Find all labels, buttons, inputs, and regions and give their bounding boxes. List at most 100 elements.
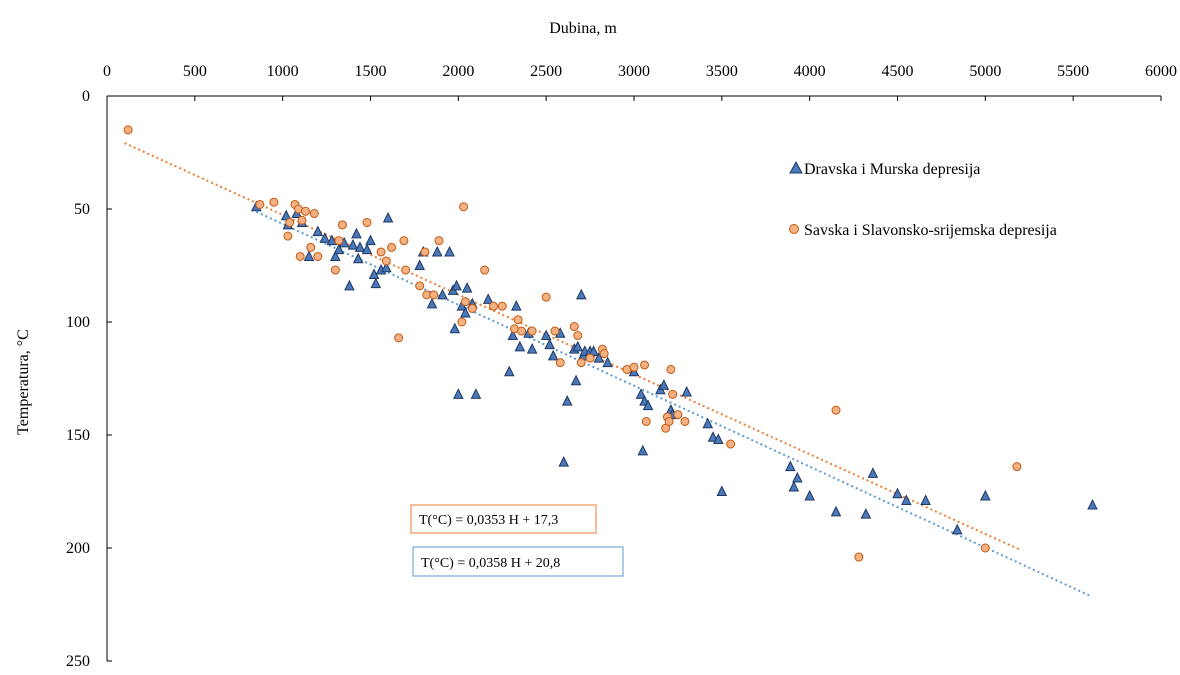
data-point-savska	[295, 251, 305, 261]
x-tick-label: 1000	[267, 63, 299, 80]
data-point-savska	[434, 236, 444, 246]
x-tick-label: 500	[183, 63, 207, 80]
data-point-dravska	[449, 322, 461, 334]
data-point-savska	[399, 236, 409, 246]
data-point-dravska	[804, 489, 815, 501]
data-point-savska	[569, 322, 579, 332]
data-point-dravska	[544, 338, 555, 350]
data-point-savska	[668, 389, 678, 399]
data-point-dravska	[503, 365, 515, 377]
data-point-dravska	[354, 241, 366, 252]
data-point-dravska	[572, 340, 584, 352]
data-point-savska	[415, 281, 425, 291]
y-tick-label: 250	[66, 653, 90, 670]
data-point-savska	[420, 247, 430, 257]
data-point-dravska	[602, 356, 613, 368]
y-tick-label: 50	[74, 201, 90, 218]
data-point-dravska	[361, 243, 373, 255]
legend: Dravska i Murska depresija Savska i Slav…	[789, 160, 1057, 239]
data-point-savska	[269, 197, 279, 207]
data-point-dravska	[867, 467, 879, 478]
data-point-dravska	[451, 279, 462, 291]
data-point-savska	[301, 206, 311, 216]
data-point-dravska	[437, 288, 448, 300]
data-point-dravska	[514, 340, 526, 352]
data-point-savska	[285, 218, 295, 228]
data-point-savska	[599, 349, 609, 359]
data-point-savska	[726, 439, 736, 449]
x-tick-label: 3500	[706, 63, 738, 80]
legend-label-savska: Savska i Slavonsko-srijemska depresija	[804, 222, 1057, 239]
data-point-dravska	[707, 431, 719, 442]
data-point-dravska	[785, 460, 796, 472]
data-point-savska	[401, 265, 411, 275]
data-point-savska	[550, 326, 560, 336]
data-point-savska	[460, 297, 470, 307]
x-tick-label: 6000	[1145, 63, 1177, 80]
data-point-savska	[334, 236, 344, 246]
data-point-savska	[394, 333, 404, 343]
data-point-dravska	[658, 379, 670, 390]
equation-savska: T(°C) = 0,0353 H + 17,3	[419, 513, 558, 528]
data-point-dravska	[635, 388, 647, 399]
data-point-savska	[585, 353, 595, 363]
x-axis-title: Dubina, m	[549, 20, 617, 37]
data-point-dravska	[330, 250, 341, 261]
equation-box-dravska: T(°C) = 0,0358 H + 20,8	[412, 546, 624, 577]
x-tick-label: 2500	[530, 63, 562, 80]
legend-label-dravska: Dravska i Murska depresija	[804, 161, 980, 178]
data-point-dravska	[365, 234, 376, 246]
data-point-dravska	[713, 433, 724, 445]
data-point-dravska	[426, 297, 438, 309]
data-point-dravska	[951, 523, 963, 535]
data-point-dravska	[792, 471, 803, 483]
data-point-dravska	[312, 225, 324, 237]
data-point-dravska	[444, 245, 455, 257]
axes-layer: 0 500 1000 1500 2000 2500 3000 3500 4000 4500 5000…	[66, 63, 1177, 670]
data-point-savska	[376, 247, 386, 257]
data-point-savska	[283, 231, 293, 241]
y-tick-label: 150	[66, 427, 90, 444]
data-point-dravska	[716, 485, 728, 496]
data-point-dravska	[333, 243, 345, 255]
data-point-savska	[527, 326, 537, 336]
x-tick-label: 5000	[969, 63, 1001, 80]
data-point-dravska	[482, 293, 494, 304]
y-tick-label: 200	[66, 540, 90, 557]
data-point-dravska	[637, 444, 649, 456]
data-point-dravska	[547, 349, 559, 361]
data-point-savska	[313, 251, 323, 261]
data-point-savska	[330, 265, 340, 275]
data-point-dravska	[453, 388, 464, 399]
data-point-savska	[664, 416, 674, 426]
data-point-savska	[457, 317, 467, 327]
data-point-dravska	[570, 374, 582, 386]
data-point-dravska	[370, 277, 382, 289]
data-point-dravska	[347, 239, 359, 250]
data-point-savska	[297, 215, 307, 225]
data-point-savska	[1012, 462, 1022, 472]
data-point-dravska	[319, 232, 331, 243]
data-point-savska	[854, 552, 864, 562]
data-point-dravska	[681, 385, 693, 397]
data-point-dravska	[526, 343, 538, 354]
x-tick-label: 4500	[882, 63, 914, 80]
data-point-dravska	[326, 234, 338, 246]
equation-box-savska: T(°C) = 0,0353 H + 17,3	[410, 504, 597, 534]
data-point-savska	[641, 416, 651, 426]
data-point-dravska	[860, 507, 872, 519]
data-point-dravska	[507, 329, 519, 341]
data-point-savska	[429, 290, 439, 300]
data-point-dravska	[470, 388, 482, 399]
data-point-dravska	[351, 227, 362, 239]
data-point-savska	[513, 315, 523, 325]
data-point-dravska	[460, 306, 471, 318]
data-point-savska	[480, 265, 490, 275]
data-point-savska	[497, 301, 507, 311]
data-point-dravska	[381, 261, 392, 273]
data-point-savska	[381, 256, 391, 266]
data-point-dravska	[344, 279, 355, 291]
data-point-savska	[640, 360, 650, 370]
